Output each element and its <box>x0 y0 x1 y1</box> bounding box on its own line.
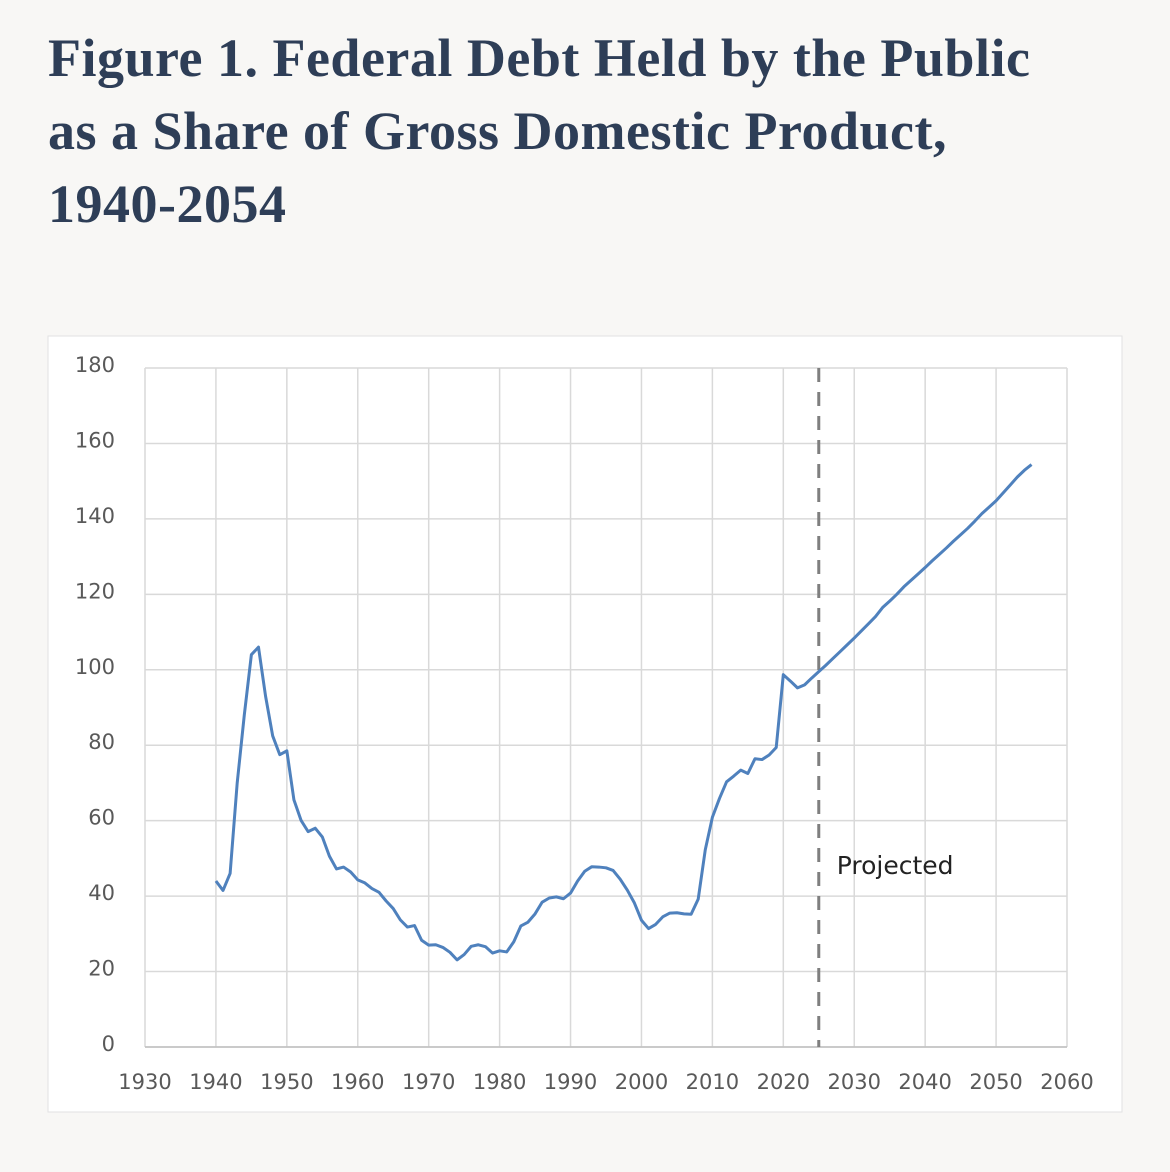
y-tick-label: 80 <box>88 730 115 754</box>
y-tick-label: 60 <box>88 806 115 830</box>
x-tick-label: 2060 <box>1040 1070 1093 1094</box>
x-tick-label: 2000 <box>615 1070 668 1094</box>
x-tick-label: 1960 <box>331 1070 384 1094</box>
x-tick-label: 2050 <box>969 1070 1022 1094</box>
y-tick-label: 120 <box>75 579 115 603</box>
y-tick-label: 100 <box>75 655 115 679</box>
x-tick-label: 1950 <box>260 1070 313 1094</box>
x-tick-label: 2030 <box>828 1070 881 1094</box>
x-tick-label: 2040 <box>898 1070 951 1094</box>
chart-title: Figure 1. Federal Debt Held by the Publi… <box>48 28 1031 234</box>
x-tick-label: 1990 <box>544 1070 597 1094</box>
x-tick-label: 2010 <box>686 1070 739 1094</box>
annotation: Projected <box>837 851 954 880</box>
y-tick-label: 160 <box>75 428 115 452</box>
y-tick-label: 140 <box>75 504 115 528</box>
x-tick-label: 1940 <box>189 1070 242 1094</box>
chart-frame <box>47 335 1123 1113</box>
y-tick-label: 40 <box>88 881 115 905</box>
y-tick-label: 20 <box>88 957 115 981</box>
x-tick-label: 1980 <box>473 1070 526 1094</box>
x-tick-label: 1930 <box>118 1070 171 1094</box>
data-line <box>214 463 1033 962</box>
x-tick-label: 2020 <box>757 1070 810 1094</box>
y-tick-label: 0 <box>102 1032 115 1056</box>
x-tick-label: 1970 <box>402 1070 455 1094</box>
y-tick-label: 180 <box>75 353 115 377</box>
